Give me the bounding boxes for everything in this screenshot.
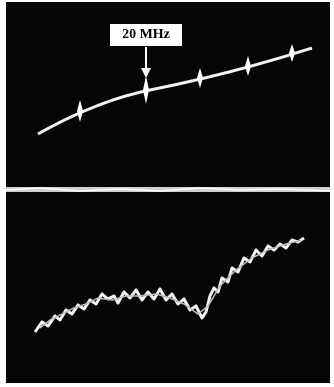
oscilloscope-figure: 20 MHz <box>0 0 334 387</box>
annotation-label: 20 MHz <box>122 27 170 42</box>
screen <box>6 2 330 383</box>
page: 20 MHz (() => { const data = JSON.parse(… <box>0 0 334 387</box>
